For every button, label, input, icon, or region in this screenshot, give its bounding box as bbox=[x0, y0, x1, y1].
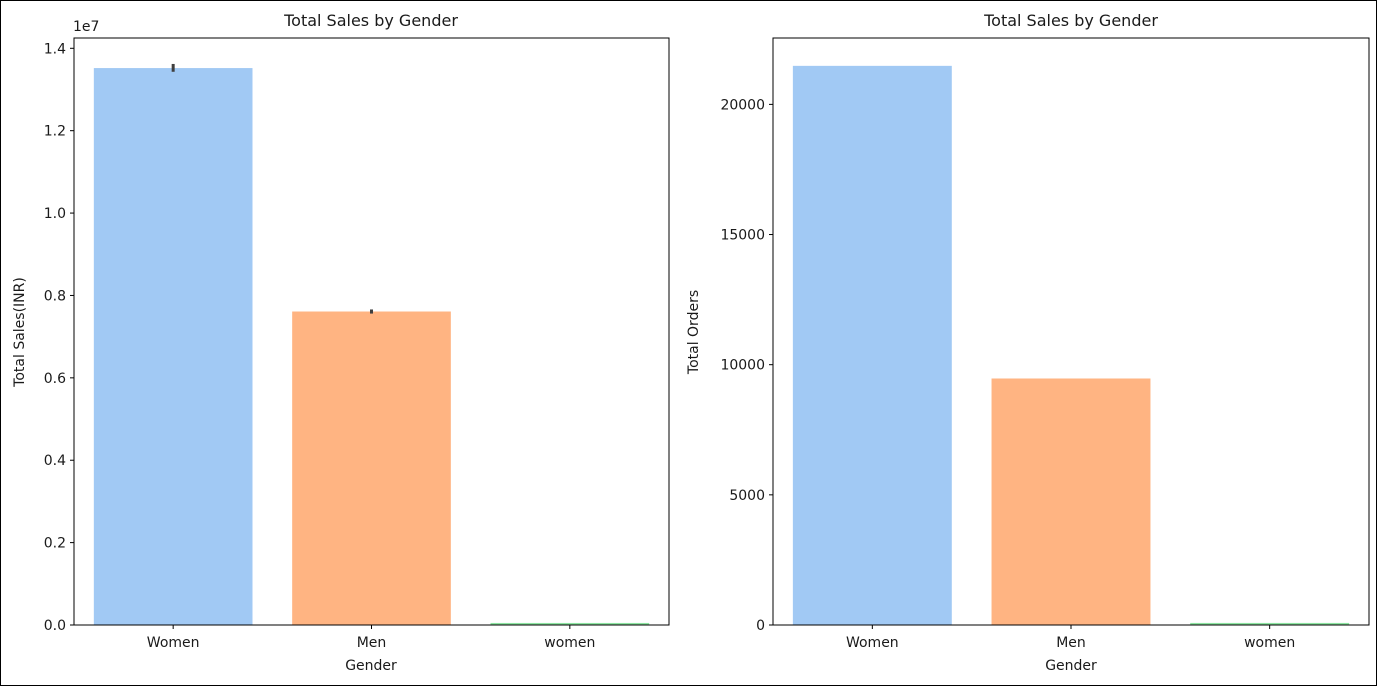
y-tick-label: 1.4 bbox=[44, 41, 66, 57]
bar-women-0 bbox=[792, 65, 952, 626]
y-tick-label: 0.0 bbox=[44, 618, 66, 634]
y-tick-label: 0 bbox=[756, 618, 765, 634]
chart-total-orders: Total Sales by Gender Gender Total Order… bbox=[686, 11, 1370, 674]
x-tick-label: women bbox=[544, 635, 595, 651]
x-axis-label: Gender bbox=[1045, 658, 1097, 674]
chart-title: Total Sales by Gender bbox=[983, 11, 1158, 30]
chart-marks: Women Men women 0 5000 10000 15000 20000 bbox=[720, 65, 1350, 651]
x-tick-label: Men bbox=[1056, 635, 1086, 651]
x-tick-label: Women bbox=[147, 635, 200, 651]
bar-men-1 bbox=[292, 311, 451, 625]
y-tick-label: 10000 bbox=[720, 358, 765, 374]
bar-women-2 bbox=[490, 622, 650, 625]
x-axis-label: Gender bbox=[345, 658, 397, 674]
y-tick-label: 0.8 bbox=[44, 288, 66, 304]
bar-men-1 bbox=[991, 378, 1151, 625]
x-tick-label: Men bbox=[357, 635, 387, 651]
x-tick-label: Women bbox=[846, 635, 899, 651]
chart-total-sales-inr: Total Sales by Gender 1e7 Gender Total S… bbox=[12, 11, 670, 674]
y-axis-label: Total Orders bbox=[686, 290, 702, 375]
y-tick-label: 0.2 bbox=[44, 536, 66, 552]
y-tick-label: 5000 bbox=[729, 488, 765, 504]
y-tick-label: 15000 bbox=[720, 228, 765, 244]
bar-women-2 bbox=[1190, 622, 1350, 625]
bar-women-0 bbox=[93, 68, 253, 625]
y-tick-label: 0.4 bbox=[44, 453, 66, 469]
y-tick-label: 1.0 bbox=[44, 206, 66, 222]
y-tick-label: 20000 bbox=[720, 97, 765, 113]
y-tick-label: 0.6 bbox=[44, 371, 66, 387]
y-axis-label: Total Sales(INR) bbox=[12, 277, 28, 388]
chart-title: Total Sales by Gender bbox=[283, 11, 458, 30]
x-tick-label: women bbox=[1244, 635, 1295, 651]
chart-marks: Women Men women 0.0 0.2 0.4 0.6 0.8 1.0 1.2 1.4 bbox=[44, 41, 650, 651]
y-offset-text: 1e7 bbox=[73, 19, 99, 35]
y-tick-label: 1.2 bbox=[44, 124, 66, 140]
plot-frame bbox=[772, 37, 1370, 626]
plot-frame bbox=[73, 37, 670, 626]
